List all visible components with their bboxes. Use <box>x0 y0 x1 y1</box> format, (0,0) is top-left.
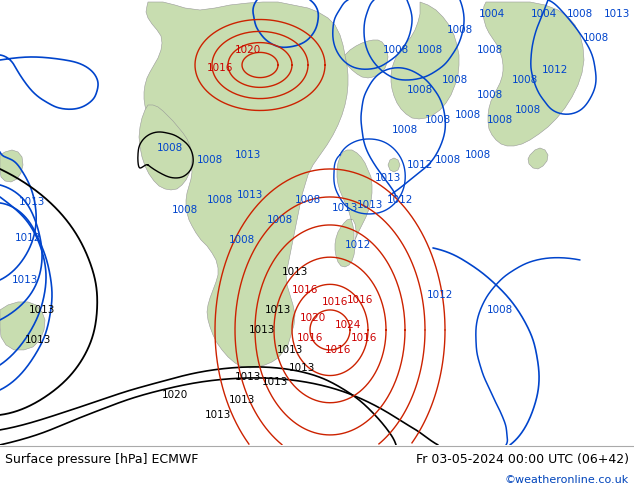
Text: 1016: 1016 <box>351 333 377 343</box>
Text: 1013: 1013 <box>235 150 261 160</box>
Text: 1016: 1016 <box>292 285 318 295</box>
Text: 1008: 1008 <box>487 115 513 125</box>
Text: 1013: 1013 <box>289 363 315 373</box>
Text: 1013: 1013 <box>375 173 401 183</box>
Text: 1013: 1013 <box>29 305 55 315</box>
Text: 1020: 1020 <box>300 313 326 323</box>
Text: 1008: 1008 <box>157 143 183 153</box>
Text: 1008: 1008 <box>267 215 293 225</box>
Polygon shape <box>388 158 400 172</box>
Text: 1008: 1008 <box>435 155 461 165</box>
Text: 1008: 1008 <box>295 195 321 205</box>
Text: 1008: 1008 <box>172 205 198 215</box>
Polygon shape <box>0 150 23 182</box>
Text: 1008: 1008 <box>455 110 481 120</box>
Polygon shape <box>391 2 459 119</box>
Text: 1008: 1008 <box>512 75 538 85</box>
Text: 1013: 1013 <box>205 410 231 420</box>
Text: Fr 03-05-2024 00:00 UTC (06+42): Fr 03-05-2024 00:00 UTC (06+42) <box>416 453 629 466</box>
Polygon shape <box>528 148 548 169</box>
Text: 1004: 1004 <box>479 9 505 19</box>
Text: 1016: 1016 <box>207 63 233 73</box>
Text: 1013: 1013 <box>357 200 383 210</box>
Text: 1008: 1008 <box>197 155 223 165</box>
Text: 1008: 1008 <box>465 150 491 160</box>
Text: Surface pressure [hPa] ECMWF: Surface pressure [hPa] ECMWF <box>5 453 198 466</box>
Polygon shape <box>483 2 584 146</box>
Text: 1013: 1013 <box>235 372 261 382</box>
Polygon shape <box>335 150 372 267</box>
Text: 1012: 1012 <box>542 65 568 75</box>
Text: ©weatheronline.co.uk: ©weatheronline.co.uk <box>505 475 629 485</box>
Text: 1013: 1013 <box>262 377 288 387</box>
Text: 1008: 1008 <box>407 85 433 95</box>
Text: 1004: 1004 <box>531 9 557 19</box>
Text: 1008: 1008 <box>392 125 418 135</box>
Text: 1020: 1020 <box>235 45 261 55</box>
Polygon shape <box>139 105 192 190</box>
Text: 1008: 1008 <box>207 195 233 205</box>
Text: 1008: 1008 <box>567 9 593 19</box>
Text: 1008: 1008 <box>442 75 468 85</box>
Text: 1012: 1012 <box>345 240 371 250</box>
Text: 1012: 1012 <box>407 160 433 170</box>
Text: 1008: 1008 <box>383 45 409 55</box>
Text: 1008: 1008 <box>447 25 473 35</box>
Text: 1013: 1013 <box>19 197 45 207</box>
Text: 1016: 1016 <box>347 295 373 305</box>
Text: 1008: 1008 <box>477 90 503 100</box>
Text: 1020: 1020 <box>162 390 188 400</box>
Text: 1013: 1013 <box>237 190 263 200</box>
Text: 1012: 1012 <box>427 290 453 300</box>
Polygon shape <box>144 2 348 368</box>
Text: 1012: 1012 <box>15 233 41 243</box>
Text: 1024: 1024 <box>335 320 361 330</box>
Text: 1013: 1013 <box>249 325 275 335</box>
Text: 1013: 1013 <box>25 335 51 345</box>
Text: 1008: 1008 <box>425 115 451 125</box>
Text: 1013: 1013 <box>277 345 303 355</box>
Text: 1013: 1013 <box>604 9 630 19</box>
Text: 1012: 1012 <box>387 195 413 205</box>
Text: 1008: 1008 <box>515 105 541 115</box>
Text: 1013: 1013 <box>281 267 308 277</box>
Text: 1013: 1013 <box>332 203 358 213</box>
Text: 1013: 1013 <box>265 305 291 315</box>
Text: 1008: 1008 <box>477 45 503 55</box>
Text: 1008: 1008 <box>583 33 609 43</box>
Text: 1013: 1013 <box>229 395 256 405</box>
Polygon shape <box>345 40 388 78</box>
Text: 1013: 1013 <box>12 275 38 285</box>
Text: 1008: 1008 <box>487 305 513 315</box>
Text: 1016: 1016 <box>297 333 323 343</box>
Polygon shape <box>0 302 45 350</box>
Text: 1008: 1008 <box>417 45 443 55</box>
Text: 1016: 1016 <box>322 297 348 307</box>
Text: 1016: 1016 <box>325 345 351 355</box>
Text: 1008: 1008 <box>229 235 255 245</box>
